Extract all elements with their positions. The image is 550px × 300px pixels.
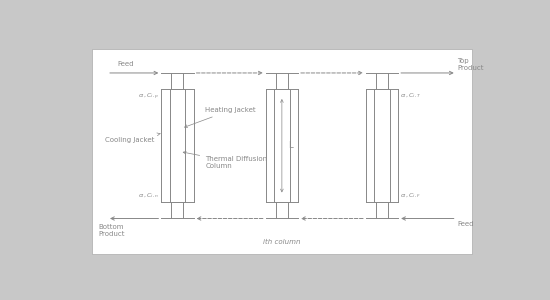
Text: Thermal Diffusion
Column: Thermal Diffusion Column [183,152,267,169]
Text: Feed: Feed [118,61,134,67]
Text: $\sigma_i, C_{i, F}$: $\sigma_i, C_{i, F}$ [400,192,421,200]
Bar [92,49,471,254]
Text: $\sigma_i, C_{i, T}$: $\sigma_i, C_{i, T}$ [400,92,422,100]
Text: Top
Product: Top Product [458,58,484,70]
Text: Feed: Feed [458,221,474,227]
Text: $\sigma_i, C_{i, p}$: $\sigma_i, C_{i, p}$ [138,92,159,102]
Text: ith column: ith column [263,239,301,245]
Text: Heating Jacket: Heating Jacket [185,107,256,128]
Text: Bottom
Product: Bottom Product [98,224,125,237]
Text: L: L [288,141,293,150]
Text: $\sigma_i, C_{i, n}$: $\sigma_i, C_{i, n}$ [138,192,159,200]
Text: Cooling Jacket: Cooling Jacket [105,133,160,143]
